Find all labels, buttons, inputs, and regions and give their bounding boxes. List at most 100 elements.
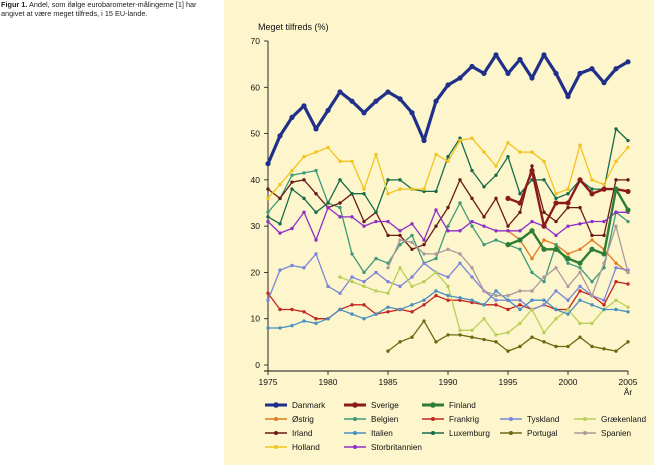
data-point <box>553 200 559 206</box>
data-point <box>481 70 487 76</box>
data-point <box>530 307 534 312</box>
data-point <box>506 293 510 298</box>
data-point <box>518 210 522 214</box>
data-point <box>446 224 450 228</box>
legend-label: Spanien <box>601 429 631 438</box>
data-point <box>590 279 594 284</box>
data-point <box>410 240 414 245</box>
data-point <box>397 96 403 102</box>
data-point <box>338 307 342 312</box>
data-point <box>410 275 414 279</box>
data-point <box>458 201 462 205</box>
data-point <box>470 275 474 279</box>
data-point <box>589 191 595 197</box>
data-point <box>541 52 547 58</box>
data-point <box>410 303 414 307</box>
data-point <box>566 252 570 256</box>
data-point <box>566 261 570 265</box>
legend-swatch-marker <box>509 417 513 421</box>
data-point <box>614 261 618 265</box>
data-point <box>494 293 498 298</box>
data-point <box>290 187 294 191</box>
data-point <box>554 289 558 293</box>
data-point <box>398 187 402 191</box>
data-point <box>626 282 630 286</box>
data-point <box>290 226 294 231</box>
x-tick-label: 1985 <box>379 377 398 387</box>
data-point <box>626 305 630 309</box>
data-point <box>614 349 618 353</box>
data-point <box>482 242 486 247</box>
data-point <box>614 266 618 270</box>
data-point <box>386 266 390 270</box>
data-point <box>554 192 558 196</box>
data-point <box>530 219 534 224</box>
data-point <box>577 70 583 76</box>
legend-label: Portugal <box>527 429 558 438</box>
data-point <box>290 173 294 177</box>
data-point <box>362 224 366 228</box>
data-point <box>398 307 402 312</box>
data-point <box>530 289 534 293</box>
data-point <box>338 201 342 205</box>
y-tick-label: 60 <box>251 82 261 92</box>
data-point <box>314 168 318 173</box>
data-point <box>350 159 354 164</box>
data-point <box>350 279 354 284</box>
data-point <box>506 330 510 335</box>
data-point <box>554 266 558 270</box>
data-point <box>494 173 498 177</box>
data-point <box>314 252 318 256</box>
data-point <box>350 192 354 196</box>
data-point <box>446 284 450 289</box>
data-point <box>314 238 318 242</box>
data-point <box>350 275 354 279</box>
legend-swatch-marker <box>583 417 587 421</box>
data-point <box>278 326 282 330</box>
data-point <box>625 207 631 213</box>
data-point <box>398 233 402 238</box>
data-point <box>470 196 474 201</box>
data-point <box>590 293 594 298</box>
data-point <box>530 164 534 168</box>
data-point <box>482 317 486 321</box>
data-point <box>338 291 342 295</box>
data-point <box>626 178 630 182</box>
data-point <box>338 159 342 164</box>
data-point <box>266 326 270 330</box>
data-point <box>446 229 450 233</box>
y-tick-label: 0 <box>255 360 260 370</box>
data-point <box>602 307 606 312</box>
data-point <box>626 138 630 143</box>
data-point <box>542 330 546 335</box>
data-point <box>578 321 582 326</box>
data-point <box>446 155 450 159</box>
data-point <box>494 333 498 337</box>
data-point <box>385 89 391 95</box>
data-point <box>482 337 486 342</box>
data-point <box>565 200 571 206</box>
data-point <box>613 186 619 192</box>
data-point <box>277 133 283 139</box>
data-point <box>518 344 522 349</box>
legend-label: Finland <box>449 401 476 410</box>
data-point <box>578 266 582 270</box>
data-point <box>541 223 547 229</box>
data-point <box>446 298 450 302</box>
data-point <box>566 298 570 302</box>
x-tick-label: 2005 <box>619 377 638 387</box>
data-point <box>290 307 294 312</box>
data-point <box>601 186 607 192</box>
data-point <box>398 340 402 344</box>
data-point <box>386 192 390 196</box>
data-point <box>529 168 535 174</box>
data-point <box>494 298 498 302</box>
data-point <box>362 192 366 196</box>
data-point <box>566 312 570 316</box>
data-point <box>326 317 330 321</box>
data-point <box>361 110 367 116</box>
data-point <box>350 215 354 219</box>
data-point <box>374 289 378 293</box>
legend-swatch-marker <box>431 417 435 421</box>
data-point <box>566 192 570 196</box>
